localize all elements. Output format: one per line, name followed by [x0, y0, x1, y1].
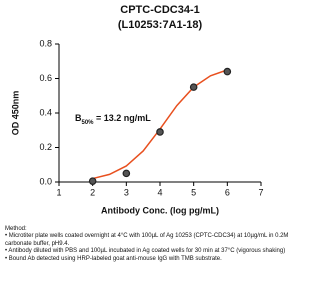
x-tick-label: 4 — [157, 187, 162, 197]
y-tick-label: 0.4 — [39, 107, 52, 117]
annotation-base: B — [75, 113, 82, 123]
annotation-text: = 13.2 ng/mL — [94, 113, 152, 123]
note-item: • Microtiter plate wells coated overnigh… — [5, 233, 289, 247]
fit-curve — [92, 69, 228, 180]
annotation: B50% = 13.2 ng/mL — [75, 113, 151, 125]
data-point — [156, 128, 164, 136]
data-point — [88, 177, 97, 185]
x-tick-label: 6 — [225, 187, 230, 197]
y-tick-label: 0.0 — [39, 176, 52, 186]
chart-title: CPTC-CDC34-1 — [120, 4, 199, 16]
data-point — [122, 169, 131, 178]
chart-subtitle: (L10253:7A1-18) — [118, 19, 203, 31]
data-point — [189, 83, 198, 91]
x-tick-label: 2 — [90, 187, 95, 197]
y-tick-label: 0.2 — [39, 142, 52, 152]
annotation-sub: 50% — [82, 120, 95, 126]
y-axis-label: OD 450nm — [10, 91, 20, 136]
data-point — [223, 67, 232, 76]
x-axis-label: Antibody Conc. (log pg/mL) — [101, 205, 219, 215]
x-tick-label: 7 — [258, 187, 263, 197]
note-item: • Bound Ab detected using HRP-labeled go… — [5, 255, 222, 262]
chart: CPTC-CDC34-1 (L10253:7A1-18) Antibody Co… — [10, 4, 263, 215]
x-tick-label: 3 — [124, 187, 129, 197]
y-tick-label: 0.8 — [39, 38, 52, 48]
x-tick-label: 1 — [56, 187, 61, 197]
notes-heading: Method: — [5, 226, 27, 232]
page: CPTC-CDC34-1 (L10253:7A1-18) Antibody Co… — [5, 3, 291, 263]
note-item: • Antibody diluted with PBS and 100µL in… — [5, 248, 286, 255]
method-notes: Method: • Microtiter plate wells coated … — [5, 226, 291, 263]
x-tick-label: 5 — [191, 187, 196, 197]
y-tick-label: 0.6 — [39, 73, 52, 83]
